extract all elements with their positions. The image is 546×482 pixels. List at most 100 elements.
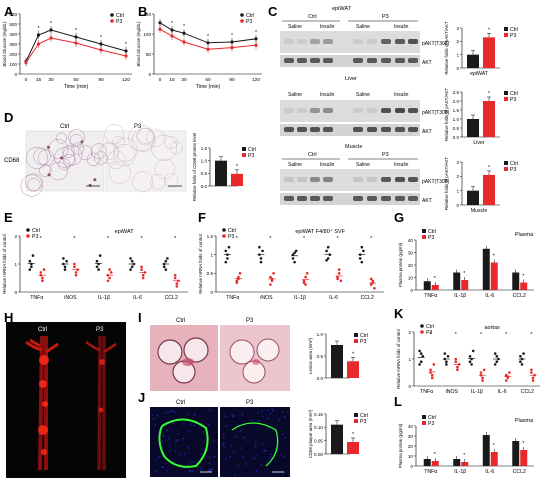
lesion-spot bbox=[39, 355, 49, 365]
blot-band bbox=[310, 108, 320, 113]
data-point bbox=[230, 40, 234, 44]
data-dot-ctrl bbox=[294, 249, 298, 253]
dot-plot-f: 0 0.5 1 1.5 Relative mRNA folds of control TN… bbox=[198, 228, 384, 301]
y-axis-label: Relative mRNA folds of control bbox=[2, 234, 7, 294]
y-axis-label: Plasma protein (pg/ml) bbox=[398, 242, 403, 287]
blot-band bbox=[395, 177, 405, 182]
data-dot-ctrl bbox=[224, 249, 228, 253]
bar-p3 bbox=[431, 285, 439, 290]
x-tick-label: 120 bbox=[252, 77, 260, 83]
x-tick-label: IL-6 bbox=[485, 293, 494, 299]
y-tick-label: 1 bbox=[14, 262, 17, 267]
legend-swatch-p3 bbox=[420, 330, 424, 334]
cell-outline bbox=[94, 151, 108, 165]
data-dot-ctrl bbox=[446, 355, 450, 358]
significance-star: * bbox=[207, 34, 209, 40]
band-row-akt bbox=[284, 127, 418, 132]
nucleus-dot bbox=[222, 433, 225, 435]
x-tick-label: 90 bbox=[98, 77, 104, 83]
data-dot-p3 bbox=[432, 363, 436, 366]
micro-row-label: CD68 bbox=[4, 158, 20, 164]
blot-band bbox=[310, 196, 320, 201]
data-dot-ctrl bbox=[358, 257, 362, 260]
band-label: AKT bbox=[422, 60, 432, 66]
data-dot-ctrl bbox=[65, 259, 68, 263]
data-dot-p3 bbox=[371, 279, 375, 283]
nucleus-dot bbox=[200, 466, 203, 469]
x-tick-label: IL-1β bbox=[98, 295, 110, 301]
y-tick-label: 0.0 bbox=[201, 184, 208, 189]
y-tick-label: 2.5 bbox=[453, 90, 460, 95]
x-tick-label: CCL2 bbox=[361, 295, 374, 301]
cd68-signal-p3 bbox=[231, 422, 279, 467]
legend-swatch-ctrl bbox=[26, 228, 30, 232]
y-tick-label: 10 bbox=[408, 454, 414, 459]
blot-band bbox=[310, 177, 320, 182]
nucleus-dot bbox=[155, 470, 158, 473]
lesion-stain bbox=[157, 337, 280, 384]
data-dot-ctrl bbox=[97, 268, 100, 271]
data-dot-ctrl bbox=[95, 259, 99, 263]
lesion-spot bbox=[98, 407, 104, 413]
adipocyte-network bbox=[98, 124, 183, 193]
data-dot-p3 bbox=[454, 357, 458, 361]
cell-outline bbox=[25, 146, 48, 169]
nucleus-dot bbox=[237, 464, 239, 467]
blot-insulin-label: Insulin bbox=[394, 162, 409, 168]
bar-p3 bbox=[431, 461, 439, 466]
blot-band bbox=[367, 108, 377, 113]
bar-p3 bbox=[347, 361, 359, 378]
y-tick-label: 300 bbox=[9, 42, 17, 47]
legend-label-ctrl: Ctrl bbox=[510, 27, 518, 33]
nucleus-dot bbox=[225, 425, 227, 427]
y-tick-label: 1.5 bbox=[207, 234, 214, 239]
bar-p3 bbox=[461, 280, 469, 290]
cd68-stain-spot bbox=[93, 178, 97, 182]
data-point bbox=[230, 46, 234, 50]
y-tick-label: 1 bbox=[456, 52, 459, 57]
y-tick-label: 1 bbox=[408, 357, 411, 362]
nucleus-dot bbox=[183, 453, 186, 456]
bar-chart-d: 0.0 0.5 1.0 1.5 Relative folds of CD68 prote… bbox=[192, 133, 256, 202]
data-dot-ctrl bbox=[326, 257, 330, 260]
data-dot-ctrl bbox=[360, 260, 364, 264]
significance-star: * bbox=[430, 332, 432, 338]
nucleus-dot bbox=[207, 423, 210, 426]
micrograph-cd68: Ctrl P3 CD68 bbox=[4, 124, 187, 197]
nucleus-dot bbox=[169, 450, 171, 452]
nucleus-dot bbox=[229, 455, 232, 458]
bar-ctrl bbox=[482, 435, 490, 466]
significance-star: * bbox=[434, 452, 436, 458]
nucleus-dot bbox=[251, 419, 253, 422]
legend-label-p3: P3 bbox=[360, 419, 366, 425]
panel-letter-b: B bbox=[138, 4, 147, 19]
blot-insulin-label: Insulin bbox=[320, 92, 335, 98]
blot-band bbox=[353, 108, 363, 113]
nucleus-dot bbox=[176, 432, 179, 435]
legend-swatch-ctrl bbox=[354, 333, 358, 337]
data-dot-ctrl bbox=[470, 357, 473, 361]
bar-ctrl bbox=[423, 459, 431, 466]
lesion-spot bbox=[41, 449, 47, 455]
blot-band bbox=[367, 127, 377, 132]
legend-label-ctrl: Ctrl bbox=[32, 228, 40, 234]
nucleus-dot bbox=[283, 455, 286, 458]
valve-lumen bbox=[157, 339, 183, 365]
y-tick-label: 0 bbox=[148, 72, 151, 77]
nucleus-dot bbox=[168, 410, 171, 413]
data-dot-p3 bbox=[508, 371, 511, 374]
nucleus-dot bbox=[154, 424, 157, 426]
blot-band bbox=[408, 127, 418, 132]
bar-ctrl bbox=[331, 424, 343, 454]
band-label: pAKT(T308) bbox=[422, 41, 450, 47]
nucleus-dot bbox=[232, 451, 235, 454]
data-dot-ctrl bbox=[166, 257, 169, 260]
y-tick-label: 20 bbox=[408, 444, 414, 449]
legend-swatch-p3 bbox=[504, 33, 508, 37]
nucleus-dot bbox=[179, 453, 181, 456]
legend-label-p3: P3 bbox=[248, 153, 254, 159]
x-tick-label: 90 bbox=[229, 77, 235, 83]
bar-p3 bbox=[461, 462, 469, 466]
